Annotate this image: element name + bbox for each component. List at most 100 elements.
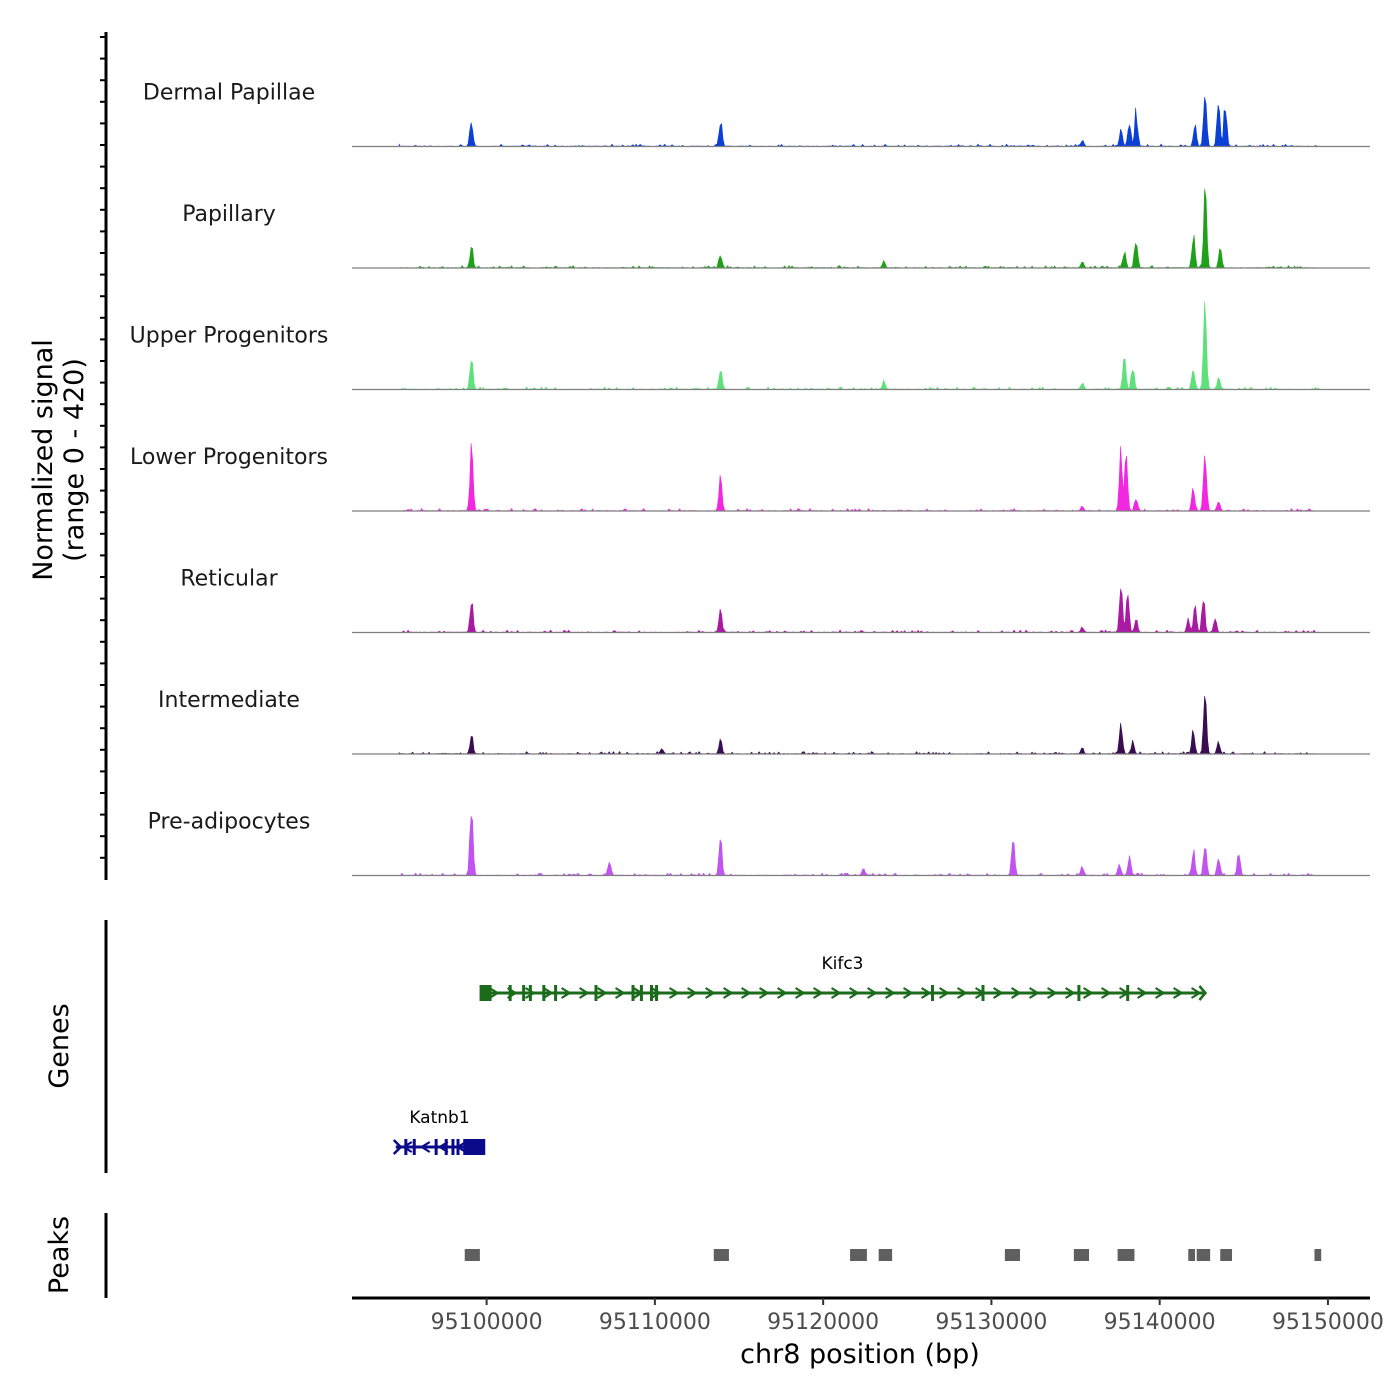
strand-arrow bbox=[1046, 987, 1058, 999]
genes-title: Genes bbox=[44, 1003, 75, 1088]
strand-arrow bbox=[758, 987, 770, 999]
strand-arrow bbox=[1154, 987, 1166, 999]
x-tick-label: 95100000 bbox=[431, 1310, 543, 1335]
strand-arrow bbox=[740, 987, 752, 999]
strand-arrow bbox=[1064, 987, 1076, 999]
x-axis-ticks: 95100000 95110000 95120000 95130000 95140000… bbox=[431, 1298, 1384, 1335]
peak-region bbox=[1117, 1249, 1135, 1261]
x-tick-label: 95140000 bbox=[1104, 1310, 1216, 1335]
track-label: Upper Progenitors bbox=[130, 324, 329, 349]
strand-arrow bbox=[686, 987, 698, 999]
y-axis-title-range: (range 0 - 420) bbox=[59, 358, 90, 562]
track-label: Papillary bbox=[182, 202, 276, 227]
gene-end-cap bbox=[1198, 985, 1208, 1001]
strand-arrow bbox=[956, 987, 968, 999]
signal-area bbox=[398, 588, 1320, 633]
exon bbox=[542, 985, 546, 1001]
gene-start-cap bbox=[392, 1139, 403, 1155]
gene-kifc3: Kifc3 bbox=[479, 954, 1208, 1001]
exon bbox=[479, 985, 492, 1001]
track-upper-progenitors: Upper Progenitors bbox=[130, 301, 1370, 391]
strand-arrow bbox=[578, 987, 590, 999]
strand-arrow bbox=[722, 987, 734, 999]
strand-arrow bbox=[884, 987, 896, 999]
x-axis-title: chr8 position (bp) bbox=[740, 1339, 980, 1370]
strand-arrow bbox=[560, 987, 572, 999]
strand-arrow bbox=[1100, 987, 1112, 999]
peak-region bbox=[1196, 1249, 1211, 1261]
strand-arrow bbox=[848, 987, 860, 999]
strand-arrow bbox=[1136, 987, 1148, 999]
exon bbox=[434, 1139, 438, 1155]
exon bbox=[981, 985, 985, 1001]
exon bbox=[594, 985, 598, 1001]
strand-arrow bbox=[866, 987, 878, 999]
signal-area bbox=[399, 816, 1320, 877]
exon bbox=[931, 985, 935, 1001]
exon bbox=[1077, 985, 1081, 1001]
track-label: Reticular bbox=[180, 567, 278, 592]
strand-arrow bbox=[830, 987, 842, 999]
peak-region bbox=[878, 1249, 893, 1261]
strand-arrow bbox=[1172, 987, 1184, 999]
exon bbox=[404, 1139, 408, 1155]
exon bbox=[463, 1139, 467, 1155]
y-axis-title: Normalized signal bbox=[28, 339, 59, 581]
exon bbox=[1126, 985, 1130, 1001]
exon bbox=[456, 1139, 460, 1155]
exon bbox=[465, 1139, 486, 1155]
exon bbox=[522, 985, 526, 1001]
signal-area bbox=[398, 301, 1321, 390]
track-papillary: Papillary bbox=[182, 188, 1370, 269]
strand-arrow bbox=[794, 987, 806, 999]
peak-region bbox=[1314, 1249, 1322, 1261]
strand-arrow bbox=[668, 987, 680, 999]
signal-y-ticks bbox=[100, 36, 106, 859]
strand-arrow bbox=[812, 987, 824, 999]
strand-arrow bbox=[488, 987, 500, 999]
strand-arrow bbox=[542, 987, 554, 999]
peak-region bbox=[1220, 1249, 1233, 1261]
track-label: Lower Progenitors bbox=[130, 445, 328, 470]
peak-region bbox=[850, 1249, 867, 1261]
peak-region bbox=[713, 1249, 729, 1261]
strand-arrow bbox=[1190, 987, 1202, 999]
exon bbox=[631, 985, 635, 1001]
track-pre-adipocytes: Pre-adipocytes bbox=[148, 810, 1370, 877]
track-label: Dermal Papillae bbox=[143, 81, 315, 106]
strand-arrow bbox=[650, 987, 662, 999]
x-tick-label: 95120000 bbox=[767, 1310, 879, 1335]
gene-label: Kifc3 bbox=[821, 954, 863, 974]
gene-katnb1: Katnb1 bbox=[392, 1108, 486, 1155]
exon bbox=[655, 985, 659, 1001]
strand-arrow bbox=[1010, 987, 1022, 999]
signal-area bbox=[398, 97, 1320, 147]
strand-arrow bbox=[1028, 987, 1040, 999]
signal-area bbox=[399, 188, 1320, 269]
exon bbox=[554, 985, 558, 1001]
exon bbox=[508, 985, 512, 1001]
track-dermal-papillae: Dermal Papillae bbox=[143, 81, 1370, 148]
peak-region bbox=[464, 1249, 480, 1261]
signal-area bbox=[398, 443, 1320, 512]
peak-region bbox=[1188, 1249, 1196, 1261]
strand-arrow bbox=[614, 987, 626, 999]
peak-region bbox=[1004, 1249, 1021, 1261]
track-reticular: Reticular bbox=[180, 567, 1370, 634]
peak-region bbox=[1073, 1249, 1089, 1261]
exon bbox=[639, 985, 643, 1001]
strand-arrow bbox=[992, 987, 1004, 999]
track-lower-progenitors: Lower Progenitors bbox=[130, 443, 1370, 512]
strand-arrow bbox=[938, 987, 950, 999]
strand-arrow bbox=[776, 987, 788, 999]
exon bbox=[451, 1139, 455, 1155]
x-tick-label: 95130000 bbox=[935, 1310, 1047, 1335]
exon bbox=[650, 985, 654, 1001]
strand-arrow bbox=[920, 987, 932, 999]
signal-tracks: Dermal Papillae Papillary Upper Progenitor… bbox=[130, 81, 1370, 877]
strand-arrow bbox=[596, 987, 608, 999]
track-label: Intermediate bbox=[158, 688, 300, 713]
x-tick-label: 95110000 bbox=[599, 1310, 711, 1335]
gene-label: Katnb1 bbox=[409, 1108, 469, 1128]
